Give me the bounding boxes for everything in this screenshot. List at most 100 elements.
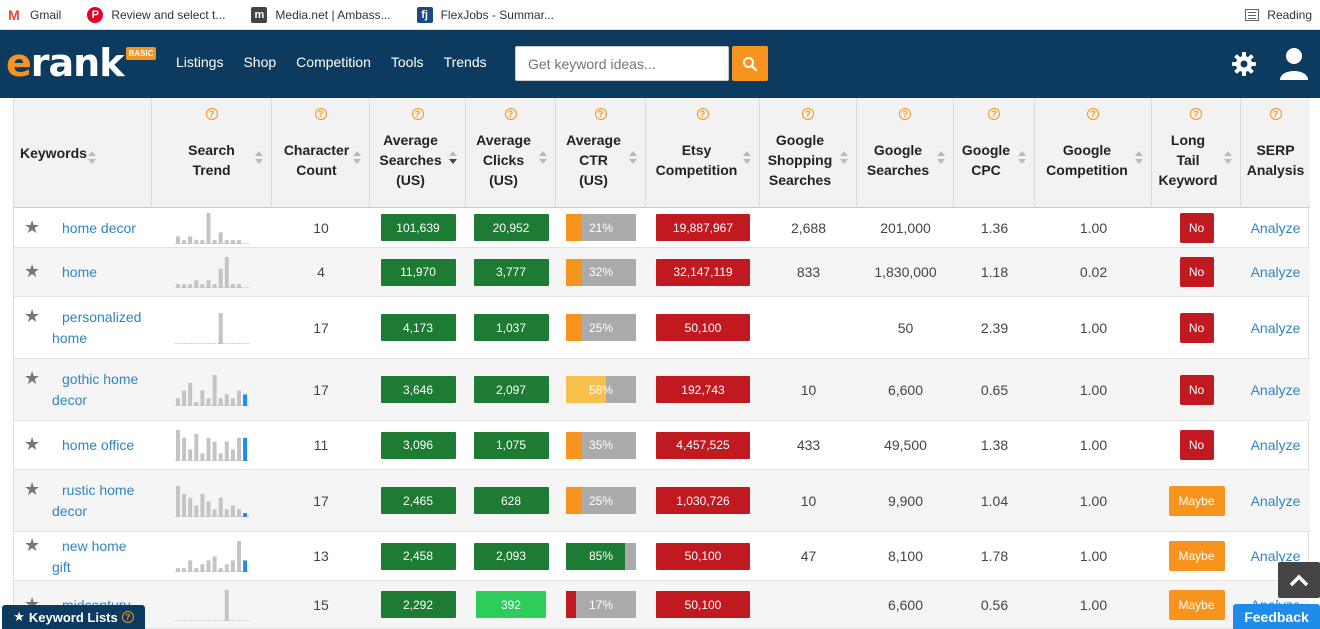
nav-competition[interactable]: Competition	[296, 54, 371, 70]
keyword-link[interactable]: rustic home decor	[52, 482, 135, 519]
col-keywords[interactable]: Keywords	[14, 98, 152, 208]
help-icon[interactable]: ?	[696, 108, 709, 120]
cell-clicks: 20,952	[466, 208, 556, 247]
sort-icon	[937, 151, 945, 165]
nav-shop[interactable]: Shop	[243, 54, 277, 70]
analyze-link[interactable]: Analyze	[1250, 437, 1301, 453]
sparkline-bar	[212, 556, 217, 572]
google-cpc: 0.65	[980, 381, 1009, 398]
help-icon[interactable]: ?	[314, 108, 327, 120]
help-icon[interactable]: ?	[205, 108, 218, 120]
cell-ctr: 17%	[556, 581, 646, 628]
col-average-ctr[interactable]: ? Average CTR (US)	[556, 98, 646, 208]
analyze-link[interactable]: Analyze	[1250, 219, 1301, 236]
help-icon[interactable]: ?	[899, 108, 911, 120]
help-icon[interactable]: ?	[1087, 108, 1099, 120]
favorite-star-icon[interactable]: ★	[24, 216, 41, 237]
cell-gshop: 10	[760, 359, 857, 420]
help-icon[interactable]: ?	[504, 108, 517, 120]
help-icon[interactable]: ?	[1269, 108, 1282, 120]
keyword-link[interactable]: home decor	[62, 219, 136, 236]
scroll-to-top-button[interactable]	[1278, 562, 1320, 598]
sparkline-bar	[182, 390, 187, 406]
google-searches: 49,500	[884, 437, 927, 453]
col-long-tail-keyword[interactable]: ? Long Tail Keyword	[1152, 98, 1241, 208]
bookmark-label: FlexJobs - Summar...	[440, 7, 554, 22]
analyze-link[interactable]: Analyze	[1250, 264, 1301, 280]
ctr-fill	[566, 376, 606, 403]
nav-tools[interactable]: Tools	[390, 54, 424, 70]
favorite-star-icon[interactable]: ★	[24, 368, 41, 388]
sort-icon	[1224, 151, 1232, 165]
help-icon[interactable]: ?	[594, 108, 607, 120]
erank-logo[interactable]: erank BASIC	[6, 42, 157, 82]
cell-cpc: 0.65	[954, 359, 1035, 420]
average-ctr-bar: 17%	[566, 591, 636, 618]
bookmark-gmail[interactable]: M Gmail	[6, 7, 61, 23]
bookmark-label: Gmail	[30, 7, 62, 22]
search-trend-sparkline	[175, 212, 249, 244]
col-search-trend[interactable]: ? Search Trend	[152, 98, 272, 208]
bookmark-flexjobs[interactable]: fj FlexJobs - Summar...	[416, 6, 554, 23]
cell-etsy: 50,100	[646, 297, 760, 358]
col-character-count[interactable]: ? Character Count	[272, 98, 370, 208]
cell-etsy: 19,887,967	[646, 208, 760, 247]
help-icon[interactable]: ?	[1190, 108, 1202, 120]
col-google-shopping-searches[interactable]: ? Google Shopping Searches	[760, 98, 857, 208]
col-average-clicks[interactable]: ? Average Clicks (US)	[466, 98, 556, 208]
analyze-link[interactable]: Analyze	[1250, 381, 1301, 398]
favorite-star-icon[interactable]: ★	[24, 479, 41, 499]
analyze-link[interactable]: Analyze	[1250, 548, 1301, 564]
gear-icon[interactable]	[1230, 50, 1258, 78]
cell-trend	[152, 470, 272, 531]
sparkline-bar	[243, 437, 248, 461]
google-searches: 201,000	[880, 219, 931, 236]
col-google-searches[interactable]: ? Google Searches	[857, 98, 954, 208]
keyword-link[interactable]: home	[62, 264, 98, 280]
keyword-link[interactable]: new home gift	[52, 537, 127, 575]
bookmark-medianet[interactable]: m Media.net | Ambass...	[251, 6, 391, 23]
analyze-link[interactable]: Analyze	[1250, 492, 1301, 509]
favorite-star-icon[interactable]: ★	[24, 534, 41, 555]
col-google-competition[interactable]: ? Google Competition	[1035, 98, 1152, 208]
cell-ctr: 25%	[556, 297, 646, 358]
feedback-button[interactable]: Feedback	[1233, 604, 1320, 629]
average-ctr-bar: 32%	[566, 258, 636, 286]
favorite-star-icon[interactable]: ★	[24, 434, 41, 454]
average-searches-value: 4,173	[380, 314, 456, 341]
col-label: Average Searches (US)	[379, 132, 442, 188]
col-serp-analysis[interactable]: ? SERP Analysis	[1241, 98, 1310, 208]
keyword-lists-label: Keyword Lists	[28, 609, 118, 625]
favorite-star-icon[interactable]: ★	[24, 261, 41, 281]
help-icon[interactable]: ?	[802, 108, 814, 120]
sparkline-bar	[218, 568, 223, 572]
cell-gcomp: 1.00	[1035, 208, 1152, 247]
help-icon[interactable]: ?	[988, 108, 1000, 120]
favorite-star-icon[interactable]: ★	[24, 306, 41, 326]
ctr-fill	[566, 314, 582, 341]
nav-trends[interactable]: Trends	[443, 54, 487, 70]
keyword-lists-tab[interactable]: ★ Keyword Lists ?	[2, 605, 145, 629]
keyword-search-input[interactable]	[515, 46, 729, 81]
bookmark-pinterest[interactable]: P Review and select t...	[87, 6, 225, 23]
col-google-cpc[interactable]: ? Google CPC	[954, 98, 1035, 208]
search-button[interactable]	[732, 46, 768, 81]
sparkline-bar	[212, 508, 217, 517]
reading-list[interactable]: Reading	[1245, 0, 1312, 30]
col-average-searches[interactable]: ? Average Searches (US)	[370, 98, 466, 208]
keyword-link[interactable]: home office	[62, 437, 135, 453]
help-icon[interactable]: ?	[411, 108, 424, 120]
search-trend-sparkline	[175, 485, 249, 517]
user-avatar-icon[interactable]	[1278, 46, 1310, 82]
keyword-link[interactable]: gothic home decor	[52, 371, 139, 408]
cell-cpc: 2.39	[954, 297, 1035, 358]
sparkline-bar	[230, 504, 235, 517]
analyze-link[interactable]: Analyze	[1250, 319, 1301, 336]
keyword-link[interactable]: personalized home	[52, 309, 142, 346]
nav-listings[interactable]: Listings	[176, 54, 224, 70]
google-competition: 1.00	[1079, 381, 1108, 398]
cell-longtail: Maybe	[1152, 532, 1241, 580]
cell-clicks: 3,777	[466, 248, 556, 296]
long-tail-badge: Maybe	[1168, 589, 1225, 620]
col-etsy-competition[interactable]: ? Etsy Competition	[646, 98, 760, 208]
